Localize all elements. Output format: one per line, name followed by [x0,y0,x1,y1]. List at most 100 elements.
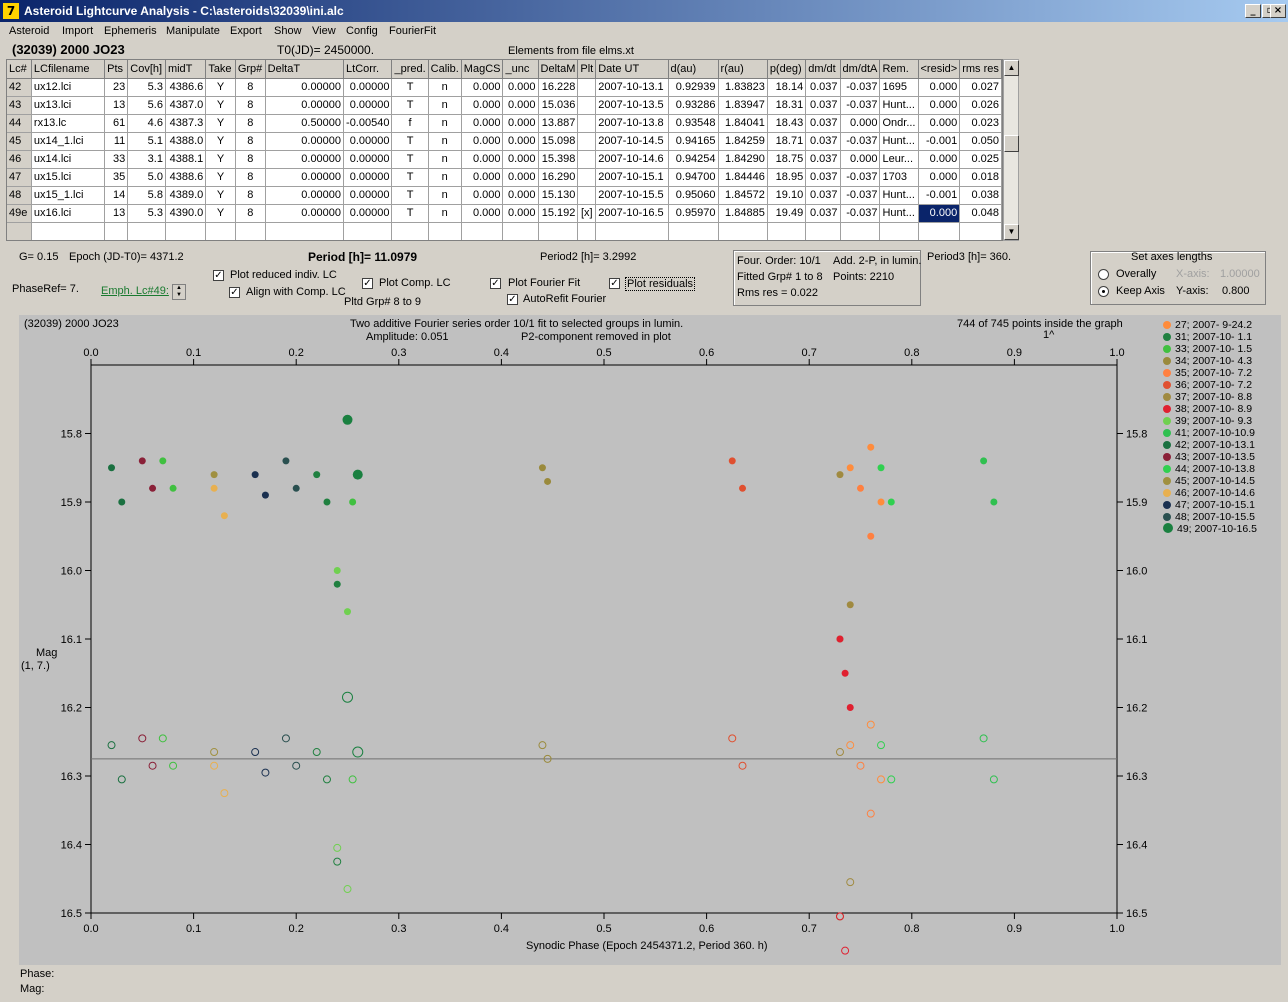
table-cell[interactable]: T [391,204,429,223]
table-cell[interactable]: 0.94700 [668,168,719,187]
table-cell[interactable]: 0.000 [461,150,504,169]
table-cell[interactable] [668,222,719,240]
scroll-down-icon[interactable]: ▼ [1004,224,1019,240]
table-cell[interactable]: Ondr... [879,114,919,133]
column-header[interactable]: p(deg) [767,60,807,79]
align-comp-checkbox[interactable]: ✓ [229,287,240,298]
menu-manipulate[interactable]: Manipulate [166,25,220,37]
table-cell[interactable]: 0.94165 [668,132,719,151]
table-cell[interactable]: rx13.lc [31,114,106,133]
menu-export[interactable]: Export [230,25,262,37]
table-cell[interactable]: 61 [104,114,129,133]
table-cell[interactable]: 0.037 [805,96,841,115]
table-cell[interactable] [428,222,462,240]
column-header[interactable]: Calib. [428,60,462,79]
table-cell[interactable]: 1.84885 [718,204,768,223]
table-cell[interactable] [767,222,807,240]
table-cell[interactable]: 0.93286 [668,96,719,115]
table-cell[interactable]: ux16.lci [31,204,106,223]
table-cell[interactable]: 0.00000 [265,78,345,97]
scroll-thumb[interactable] [1004,135,1019,152]
table-cell[interactable]: T [391,150,429,169]
table-cell[interactable]: 0.95970 [668,204,719,223]
table-cell[interactable]: n [428,150,462,169]
table-cell[interactable]: n [428,114,462,133]
table-cell[interactable]: 2007-10-13.5 [595,96,669,115]
table-cell[interactable]: T [391,78,429,97]
table-cell[interactable]: 0.037 [805,204,841,223]
table-cell[interactable]: 2007-10-13.8 [595,114,669,133]
table-cell[interactable]: 0.000 [918,114,961,133]
table-cell[interactable]: n [428,204,462,223]
plot-comp-checkbox[interactable]: ✓ [362,278,373,289]
column-header[interactable]: _pred. [391,60,429,79]
table-cell[interactable]: 8 [235,96,266,115]
column-header[interactable]: Date UT [595,60,669,79]
table-cell[interactable]: 8 [235,204,266,223]
table-cell[interactable]: 0.00000 [265,204,345,223]
table-cell[interactable]: 15.036 [538,96,579,115]
table-cell[interactable]: 2007-10-14.5 [595,132,669,151]
table-cell[interactable]: 11 [104,132,129,151]
table-cell[interactable]: Y [205,168,236,187]
table-cell[interactable]: 0.000 [502,204,539,223]
column-header[interactable]: Pts [104,60,129,79]
table-cell[interactable]: 0.000 [461,168,504,187]
table-cell[interactable]: 15.398 [538,150,579,169]
table-cell[interactable]: 0.00000 [265,186,345,205]
table-cell[interactable]: -0.037 [840,168,881,187]
table-cell[interactable] [577,168,597,187]
table-cell[interactable] [31,222,106,240]
column-header[interactable]: DeltaM [538,60,579,79]
table-cell[interactable]: 8 [235,78,266,97]
column-header[interactable]: MagCS [461,60,504,79]
table-cell[interactable] [538,222,579,240]
row-number[interactable]: 45 [7,132,32,151]
table-cell[interactable]: 0.000 [461,96,504,115]
table-cell[interactable] [343,222,393,240]
column-header[interactable]: <resid> [918,60,961,79]
table-cell[interactable]: 18.43 [767,114,807,133]
table-cell[interactable]: T [391,96,429,115]
table-cell[interactable] [577,150,597,169]
table-cell[interactable]: 0.000 [461,132,504,151]
table-cell[interactable] [165,222,207,240]
table-cell[interactable]: 33 [104,150,129,169]
table-cell[interactable]: 2007-10-13.1 [595,78,669,97]
table-cell[interactable]: 1695 [879,78,919,97]
table-cell[interactable]: 0.000 [918,78,961,97]
table-cell[interactable]: Y [205,96,236,115]
table-cell[interactable] [104,222,129,240]
table-cell[interactable]: 23 [104,78,129,97]
table-cell[interactable]: Leur... [879,150,919,169]
table-cell[interactable]: 19.49 [767,204,807,223]
table-cell[interactable]: 0.000 [461,186,504,205]
table-cell[interactable]: 0.000 [502,114,539,133]
table-cell[interactable]: 13 [104,96,129,115]
column-header[interactable]: dm/dtA [840,60,881,79]
close-button[interactable]: × [1270,4,1286,18]
table-cell[interactable]: 0.93548 [668,114,719,133]
table-cell[interactable]: 0.000 [502,96,539,115]
table-cell[interactable]: 8 [235,168,266,187]
column-header[interactable]: d(au) [668,60,719,79]
table-cell[interactable]: 5.8 [127,186,166,205]
table-cell[interactable]: 4388.0 [165,132,207,151]
table-cell[interactable] [805,222,841,240]
table-cell[interactable]: 5.6 [127,96,166,115]
table-cell[interactable] [391,222,429,240]
table-cell[interactable]: T [391,168,429,187]
emph-spinner[interactable]: ▲ ▼ [172,284,186,300]
table-cell[interactable]: Y [205,186,236,205]
table-cell[interactable]: 4389.0 [165,186,207,205]
table-cell[interactable]: ux12.lci [31,78,106,97]
table-cell[interactable]: n [428,168,462,187]
table-cell[interactable]: 18.75 [767,150,807,169]
menu-fourierfit[interactable]: FourierFit [389,25,437,37]
table-cell[interactable]: 2007-10-15.1 [595,168,669,187]
table-cell[interactable]: 0.050 [959,132,1002,151]
row-number[interactable]: 48 [7,186,32,205]
table-cell[interactable]: 2007-10-15.5 [595,186,669,205]
table-cell[interactable]: -0.001 [918,186,961,205]
column-header[interactable]: Cov[h] [127,60,166,79]
